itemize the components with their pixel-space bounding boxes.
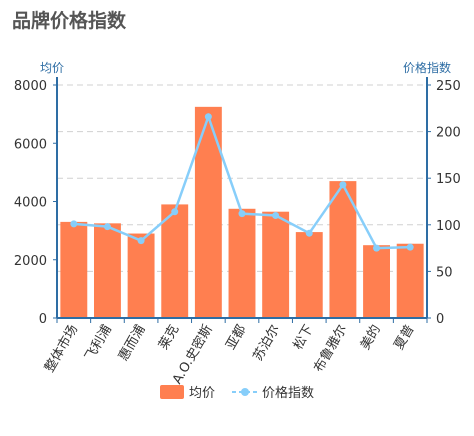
category-label: 莱克 [156,323,182,353]
category-label: 布鲁雅尔 [311,323,350,376]
legend: 均价 价格指数 [160,385,314,401]
legend-line-label: 价格指数 [262,385,314,401]
price-index-point [339,181,347,189]
left-axis-name: 均价 [40,61,64,75]
bar [295,232,323,318]
category-label: 松下 [291,323,317,353]
category-label: 苏泊尔 [250,322,283,364]
left-tick-label: 6000 [14,137,47,152]
bar [60,221,88,318]
price-index-point [238,210,246,218]
price-index-point [137,237,145,245]
right-tick-label: 200 [436,126,461,141]
left-tick-label: 2000 [14,254,47,269]
bar [161,204,189,318]
right-tick-label: 100 [436,219,461,234]
bar [94,223,121,318]
axes-layer [56,77,428,323]
chart-title: 品牌价格指数 [12,10,127,32]
category-label: 整体市场 [41,322,81,375]
category-label: 飞利浦 [82,323,114,364]
right-tick-label: 250 [436,79,461,94]
right-axis-name: 价格指数 [403,60,451,75]
left-axis-ticks: 0 2000 4000 6000 8000 [14,79,57,327]
left-tick-label: 4000 [14,196,47,211]
left-tick-label: 0 [39,312,47,327]
bar [262,211,290,318]
category-label: 夏普 [392,323,418,353]
line-layer [70,112,414,252]
bar [194,106,222,318]
price-index-point [204,113,212,121]
right-tick-label: 0 [436,312,444,327]
right-axis-ticks: 0 50 100 150 200 250 [427,79,461,327]
category-label: 惠而浦 [116,323,148,364]
bar [228,208,256,318]
category-label: 美的 [357,322,384,353]
bars-layer [60,106,424,318]
bar [127,233,155,318]
price-index-point [272,211,280,219]
price-index-point [305,229,313,237]
right-tick-label: 50 [436,265,453,280]
price-index-point [70,220,78,228]
price-index-point [171,208,179,216]
price-index-point [373,244,381,252]
legend-line-marker [241,388,249,396]
left-tick-label: 8000 [14,79,47,94]
legend-bar-swatch [160,385,184,399]
category-label: 亚都 [223,323,249,353]
legend-bar-label: 均价 [189,386,215,401]
price-index-point [103,223,111,231]
bar [396,243,424,318]
price-index-point [406,243,414,251]
right-tick-label: 150 [436,172,461,187]
bar [363,245,390,318]
